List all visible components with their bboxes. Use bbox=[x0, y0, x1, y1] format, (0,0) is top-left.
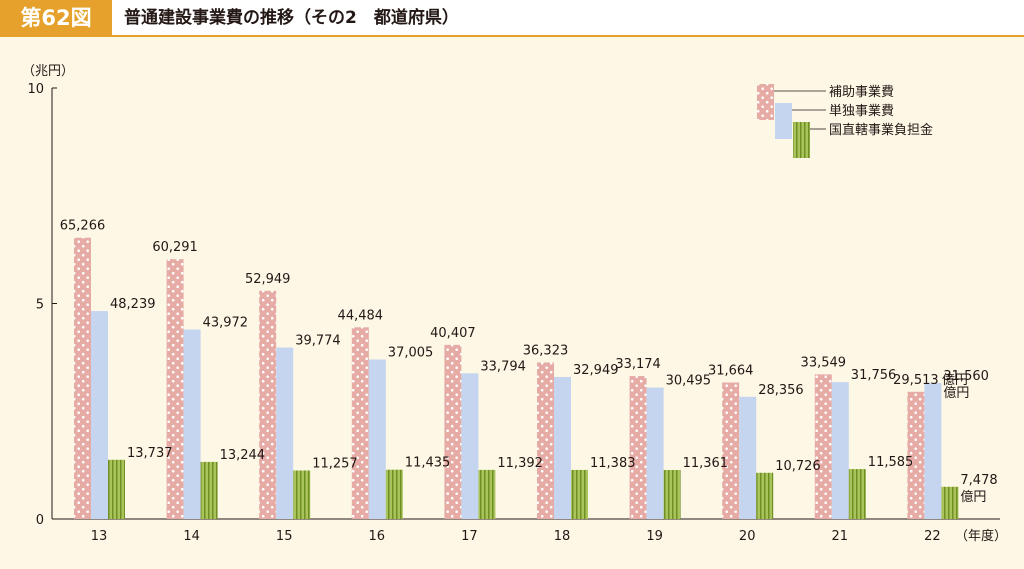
bar-value-label: 7,478 bbox=[960, 473, 997, 488]
bar-independent bbox=[831, 382, 849, 519]
bar-subsidized bbox=[907, 391, 925, 519]
x-tick-label: 20 bbox=[739, 529, 756, 544]
bar-national bbox=[108, 459, 125, 519]
figure-number: 第62図 bbox=[0, 0, 112, 36]
unit-suffix-label: 億円 bbox=[942, 372, 968, 388]
figure-header: 第62図 普通建設事業費の推移（その2 都道府県） bbox=[0, 0, 1024, 37]
x-tick-label: 13 bbox=[91, 529, 108, 544]
bar-value-label: 11,585 bbox=[868, 455, 914, 470]
bar-value-label: 11,383 bbox=[590, 456, 636, 471]
x-tick-label: 22 bbox=[924, 529, 941, 544]
bar-value-label: 11,257 bbox=[312, 456, 358, 471]
bar-independent bbox=[91, 311, 108, 519]
y-tick-label: 10 bbox=[27, 82, 44, 97]
bar-value-label: 31,756 bbox=[851, 368, 897, 383]
bar-value-label: 32,949 bbox=[573, 363, 619, 378]
figure-title: 普通建設事業費の推移（その2 都道府県） bbox=[124, 8, 459, 28]
bar-independent bbox=[276, 347, 294, 519]
bar-value-label: 43,972 bbox=[203, 315, 249, 330]
bar-value-label: 31,560 bbox=[943, 369, 989, 384]
bar-value-label: 33,174 bbox=[615, 357, 661, 372]
bar-independent bbox=[368, 359, 386, 519]
bar-value-label: 37,005 bbox=[388, 346, 434, 361]
bar-value-label: 28,356 bbox=[758, 383, 804, 398]
bar-independent bbox=[924, 382, 942, 519]
bar-national bbox=[385, 469, 403, 519]
bar-value-label: 11,392 bbox=[497, 456, 543, 471]
bar-independent bbox=[183, 329, 201, 519]
bar-value-label: 65,266 bbox=[60, 219, 106, 234]
bar-subsidized bbox=[722, 382, 740, 519]
legend-label-independent: 単独事業費 bbox=[829, 103, 894, 119]
bar-value-label: 31,664 bbox=[708, 364, 754, 379]
bar-subsidized bbox=[537, 362, 554, 519]
bar-subsidized bbox=[814, 374, 832, 519]
bar-chart: 0 5 10 （兆円） （年度） 13 14 15 16 17 18 19 20 21 22 65,266 4… bbox=[22, 64, 1007, 544]
bar-national bbox=[200, 461, 218, 519]
bar-independent bbox=[646, 387, 664, 519]
bar-value-label: 48,239 bbox=[110, 297, 156, 312]
bar-national bbox=[848, 469, 866, 519]
x-tick-label: 15 bbox=[276, 529, 293, 544]
bar-value-label: 13,244 bbox=[220, 448, 266, 463]
bar-national bbox=[571, 469, 588, 519]
legend-swatch-independent bbox=[775, 103, 792, 139]
x-tick-label: 16 bbox=[369, 529, 386, 544]
bar-subsidized bbox=[166, 259, 184, 519]
y-axis-unit-label: （兆円） bbox=[22, 64, 74, 79]
y-tick-label: 5 bbox=[36, 298, 44, 313]
legend-swatch-subsidized bbox=[757, 84, 774, 120]
x-tick-label: 17 bbox=[461, 529, 478, 544]
bar-value-label: 33,794 bbox=[480, 359, 526, 374]
legend-swatch-national bbox=[793, 122, 810, 158]
x-tick-label: 21 bbox=[832, 529, 849, 544]
unit-suffix-label: 億円 bbox=[960, 489, 986, 505]
x-tick-label: 18 bbox=[554, 529, 571, 544]
bar-national bbox=[663, 470, 681, 519]
bar-independent bbox=[461, 373, 479, 519]
bar-value-label: 10,726 bbox=[775, 459, 821, 474]
unit-suffix-label: 億円 bbox=[943, 385, 969, 401]
bar-value-label: 13,737 bbox=[127, 446, 173, 461]
bar-value-label: 44,484 bbox=[338, 308, 384, 323]
bar-subsidized bbox=[351, 327, 369, 519]
header-divider bbox=[0, 35, 1024, 37]
bar-independent bbox=[739, 396, 757, 519]
bar-value-label: 11,361 bbox=[683, 456, 729, 471]
bar-value-label: 11,435 bbox=[405, 456, 451, 471]
bar-value-label: 33,549 bbox=[801, 355, 847, 370]
bar-value-label: 39,774 bbox=[295, 334, 341, 349]
bar-value-label: 40,407 bbox=[430, 326, 476, 341]
x-tick-label: 14 bbox=[183, 529, 200, 544]
bar-value-label: 30,495 bbox=[666, 374, 712, 389]
bar-subsidized bbox=[629, 376, 647, 519]
bar-national bbox=[478, 469, 496, 519]
bar-subsidized bbox=[259, 290, 277, 519]
legend-label-national: 国直轄事業負担金 bbox=[829, 122, 933, 138]
bar-independent bbox=[554, 376, 571, 519]
bar-national bbox=[941, 486, 959, 519]
bar-value-label: 52,949 bbox=[245, 272, 291, 287]
bar-national bbox=[756, 472, 774, 519]
y-tick-label: 0 bbox=[36, 513, 44, 528]
legend-label-subsidized: 補助事業費 bbox=[829, 84, 894, 100]
bar-value-label: 60,291 bbox=[152, 240, 198, 255]
x-tick-label: 19 bbox=[646, 529, 663, 544]
bar-value-label: 29,513 bbox=[893, 373, 939, 388]
bar-subsidized bbox=[444, 344, 462, 519]
bar-subsidized bbox=[74, 237, 91, 519]
bar-value-label: 36,323 bbox=[523, 343, 569, 358]
x-axis-unit-label: （年度） bbox=[955, 528, 1007, 544]
bar-national bbox=[293, 470, 311, 519]
